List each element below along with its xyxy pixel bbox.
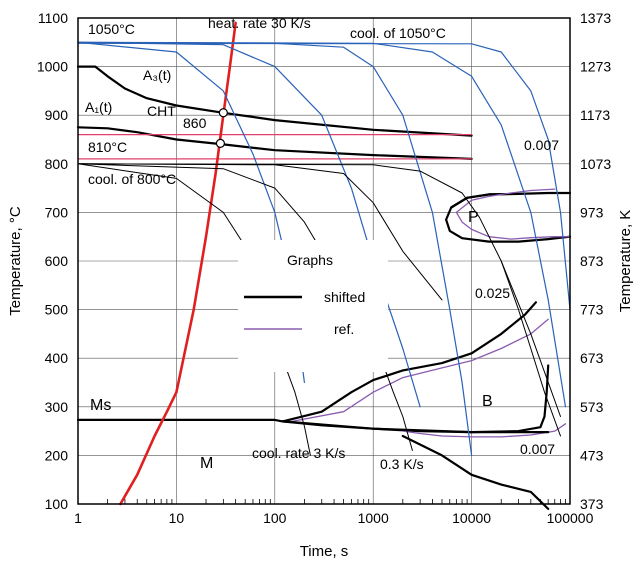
y-tick-label: 400 (45, 350, 69, 366)
phase-m-label: M (200, 455, 213, 472)
y-right-tick-label: 1273 (580, 59, 611, 75)
annotation-ms: Ms (90, 397, 111, 414)
series-cool-1050-e (77, 42, 571, 311)
y-right-tick-label: 1073 (580, 156, 611, 172)
series-bainite-start (281, 301, 538, 423)
series-heat-rate-30-k-s (119, 21, 237, 506)
annotation-cool-of-800: cool. of 800°C (88, 171, 176, 187)
annotation-0007-top: 0.007 (524, 137, 559, 153)
phase-p-label: P (468, 209, 479, 226)
series-cool-1050-c (77, 41, 473, 456)
x-tick-label: 1 (74, 510, 82, 526)
series-bainite-ref-start (291, 318, 549, 423)
annotation-860: 860 (183, 115, 207, 131)
x-tick-label: 10 (169, 510, 185, 526)
tick-labels: 1002003004005006007008009001000110037347… (37, 10, 612, 526)
legend-label-ref: ref. (334, 321, 354, 337)
series-cool-1050-b (77, 41, 421, 408)
y-tick-label: 900 (45, 107, 69, 123)
legend-background (238, 240, 388, 372)
annotation-0025: 0.025 (475, 285, 510, 301)
phase-b-label: B (482, 393, 493, 410)
y-tick-label: 200 (45, 447, 69, 463)
y-axis-title-right: Temperature, K (617, 210, 634, 313)
y-right-tick-label: 673 (580, 350, 604, 366)
y-right-tick-label: 873 (580, 253, 604, 269)
y-right-tick-label: 573 (580, 399, 604, 415)
y-right-tick-label: 373 (580, 496, 604, 512)
x-axis-title: Time, s (300, 543, 349, 560)
annotation-cool-of-1050: cool. of 1050°C (350, 25, 446, 41)
series-bainite-end (281, 364, 550, 434)
y-axis-title: Temperature, °C (7, 206, 24, 316)
y-tick-label: 100 (45, 496, 69, 512)
annotation-810: 810°C (88, 139, 127, 155)
series-pearlite-nose (450, 196, 469, 209)
y-right-tick-label: 473 (580, 447, 604, 463)
annotation-cool-1050: 1050°C (88, 21, 135, 37)
y-tick-label: 600 (45, 253, 69, 269)
series-pearlite-ref (455, 211, 571, 240)
annotation-cht: CHT (147, 103, 176, 119)
series-ms (76, 418, 550, 434)
annotation-cool-rate-3: cool. rate 3 K/s (252, 445, 345, 461)
markers-layer (215, 108, 228, 148)
y-tick-label: 700 (45, 204, 69, 220)
legend-label-shifted: shifted (324, 289, 365, 305)
y-right-tick-label: 973 (580, 204, 604, 220)
annotation-03: 0.3 K/s (380, 456, 424, 472)
series-pearlite (445, 192, 572, 243)
plot-frame (77, 17, 571, 505)
annotation-a3: A₃(t) (143, 67, 171, 83)
y-right-tick-label: 773 (580, 302, 604, 318)
annotation-a1: A₁(t) (85, 99, 112, 115)
annotation-0007-bottom: 0.007 (520, 441, 555, 457)
series-a1-t- (76, 126, 473, 160)
series-ferrite-tail (401, 434, 550, 510)
series-cool-1050-d (77, 41, 567, 408)
annotation-heat-rate: heat. rate 30 K/s (208, 15, 311, 31)
legend: Graphs shifted ref. (238, 240, 388, 372)
series-layer (76, 21, 572, 510)
series-cool-800-d (77, 163, 561, 417)
y-tick-label: 500 (45, 302, 69, 318)
y-tick-label: 1000 (37, 59, 68, 75)
y-right-tick-label: 1373 (580, 10, 611, 26)
x-tick-label: 100000 (547, 510, 594, 526)
x-tick-label: 1000 (358, 510, 389, 526)
x-tick-label: 100 (263, 510, 287, 526)
y-right-tick-label: 1173 (580, 107, 610, 123)
annotations: 1050°C heat. rate 30 K/s cool. of 1050°C… (85, 15, 559, 472)
series-bainite-ref-end (402, 423, 567, 438)
intersection-marker (215, 138, 226, 148)
x-tick-label: 10000 (452, 510, 491, 526)
legend-title: Graphs (287, 252, 333, 268)
intersection-marker (218, 108, 228, 118)
y-tick-label: 300 (45, 399, 69, 415)
series-a3-t- (76, 65, 473, 137)
y-tick-label: 1100 (38, 10, 68, 26)
series-pearlite-top (466, 191, 572, 199)
series-cool-rate-0-007 (500, 260, 561, 437)
y-tick-label: 800 (45, 156, 69, 172)
